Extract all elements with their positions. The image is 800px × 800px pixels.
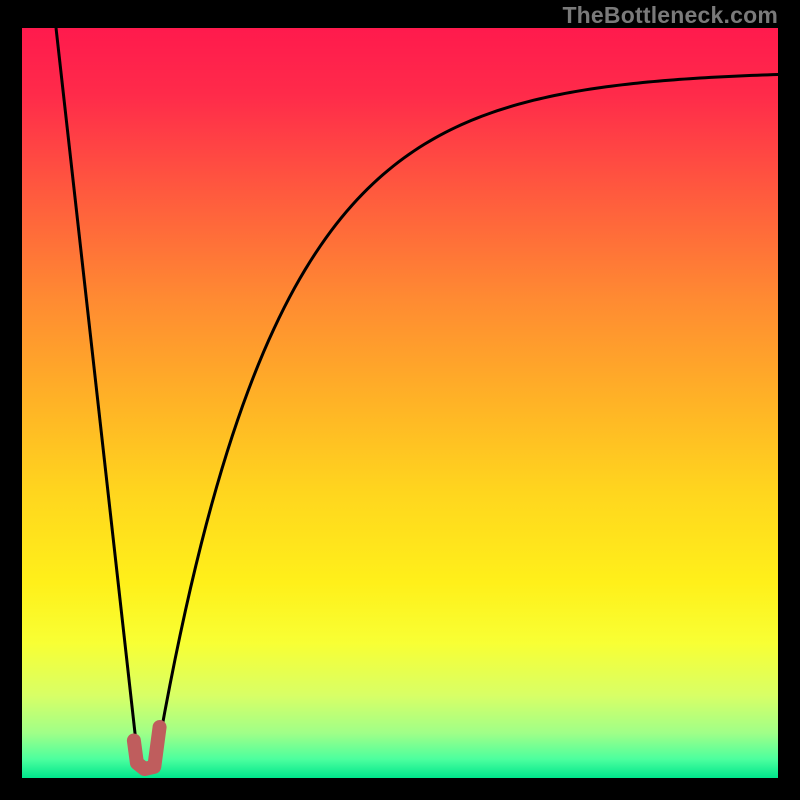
plot-area bbox=[22, 28, 778, 778]
watermark-text: TheBottleneck.com bbox=[562, 2, 778, 29]
chart-svg bbox=[22, 28, 778, 778]
chart-container: TheBottleneck.com bbox=[0, 0, 800, 800]
gradient-background bbox=[22, 28, 778, 778]
